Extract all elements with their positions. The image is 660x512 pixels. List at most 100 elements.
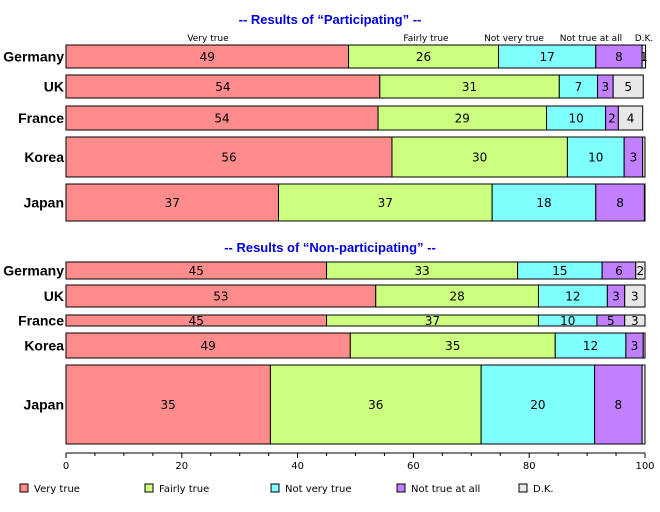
bar-segment xyxy=(595,183,645,222)
value-label: 3 xyxy=(612,290,620,304)
value-label: 29 xyxy=(455,112,470,126)
country-label: Germany xyxy=(3,49,64,65)
value-label: 8 xyxy=(616,196,624,210)
bar-segment xyxy=(65,105,379,131)
x-tick-label: 80 xyxy=(523,461,536,472)
legend-label: Fairly true xyxy=(159,484,209,495)
bar-segment xyxy=(566,136,625,178)
x-tick-label: 40 xyxy=(291,461,304,472)
value-label: 7 xyxy=(575,80,583,94)
bar-segment xyxy=(641,44,647,69)
value-label: 54 xyxy=(215,80,230,94)
bar-segment xyxy=(391,136,568,178)
country-label: Germany xyxy=(3,263,64,279)
panel-title: -- Results of “Participating” -- xyxy=(239,12,422,27)
value-label: 3 xyxy=(631,339,639,353)
legend-swatch xyxy=(518,483,528,493)
value-label: 56 xyxy=(221,151,236,165)
value-label: 10 xyxy=(568,112,583,126)
value-label: 37 xyxy=(425,314,440,328)
value-label: 4 xyxy=(627,112,635,126)
value-label: 49 xyxy=(200,50,215,64)
value-label: 30 xyxy=(472,151,487,165)
value-label: 31 xyxy=(462,80,477,94)
value-label: 28 xyxy=(449,290,464,304)
value-label: 15 xyxy=(552,264,567,278)
country-label: Japan xyxy=(24,195,64,211)
bar-segment xyxy=(480,364,596,445)
value-label: 6 xyxy=(615,264,623,278)
bar-segment xyxy=(635,261,646,280)
legend-swatch xyxy=(396,483,406,493)
value-label: 12 xyxy=(565,290,580,304)
value-label: 2 xyxy=(637,264,645,278)
bar-segment xyxy=(612,74,644,99)
bar-segment xyxy=(642,332,646,359)
bar-segment xyxy=(349,332,556,359)
legend-label: Not very true xyxy=(285,484,352,495)
value-label: 53 xyxy=(213,290,228,304)
bar-segment xyxy=(65,183,279,222)
country-label: UK xyxy=(44,79,64,95)
legend-swatch xyxy=(19,483,29,493)
country-label: Japan xyxy=(24,397,64,413)
column-header: Fairly true xyxy=(403,34,449,44)
value-label: 54 xyxy=(214,112,229,126)
bar-segment xyxy=(277,183,493,222)
value-label: 26 xyxy=(416,50,431,64)
column-header: Not true at all xyxy=(560,34,622,44)
country-label: Korea xyxy=(24,338,64,354)
column-header: Very true xyxy=(187,34,229,44)
value-label: 12 xyxy=(583,339,598,353)
bar-segment xyxy=(65,136,393,178)
value-label: 1 xyxy=(640,50,648,64)
value-label: 36 xyxy=(368,398,383,412)
value-label: 45 xyxy=(189,264,204,278)
value-label: 49 xyxy=(201,339,216,353)
bar-segment xyxy=(594,364,643,445)
x-tick-label: 100 xyxy=(635,461,654,472)
bar-segment xyxy=(624,284,646,308)
value-label: 45 xyxy=(189,314,204,328)
bar-segment xyxy=(65,364,271,445)
legend-swatch xyxy=(270,483,280,493)
value-label: 8 xyxy=(615,398,623,412)
column-header: D.K. xyxy=(635,34,654,44)
value-label: 33 xyxy=(414,264,429,278)
value-label: 10 xyxy=(588,151,603,165)
bar-segment xyxy=(491,183,597,222)
country-label: Korea xyxy=(24,149,64,165)
value-label: 18 xyxy=(536,196,551,210)
value-label: 35 xyxy=(445,339,460,353)
value-label: 17 xyxy=(540,50,555,64)
value-label: 3 xyxy=(631,314,639,328)
country-label: UK xyxy=(44,288,64,304)
value-label: 35 xyxy=(161,398,176,412)
value-label: 3 xyxy=(602,80,610,94)
x-tick-label: 0 xyxy=(63,461,69,472)
x-tick-label: 20 xyxy=(175,461,188,472)
value-label: 10 xyxy=(560,314,575,328)
bar-segment xyxy=(624,314,646,327)
panel-title: -- Results of “Non-participating” -- xyxy=(224,240,436,255)
bar-segment xyxy=(642,136,646,178)
value-label: 2 xyxy=(608,112,616,126)
value-label: 5 xyxy=(624,80,632,94)
bar-segment xyxy=(65,332,351,359)
value-label: 37 xyxy=(165,196,180,210)
value-label: 8 xyxy=(615,50,623,64)
bar-segment xyxy=(617,105,644,131)
value-label: 37 xyxy=(378,196,393,210)
bar-segment xyxy=(643,183,646,222)
value-label: 20 xyxy=(530,398,545,412)
bar-segment xyxy=(641,364,646,445)
legend-label: Very true xyxy=(34,484,80,495)
value-label: 5 xyxy=(607,314,615,328)
country-label: France xyxy=(18,313,64,329)
value-label: 3 xyxy=(630,151,638,165)
x-tick-label: 60 xyxy=(407,461,420,472)
legend-label: Not true at all xyxy=(411,484,480,495)
value-label: 3 xyxy=(631,290,639,304)
legend-label: D.K. xyxy=(533,484,554,495)
